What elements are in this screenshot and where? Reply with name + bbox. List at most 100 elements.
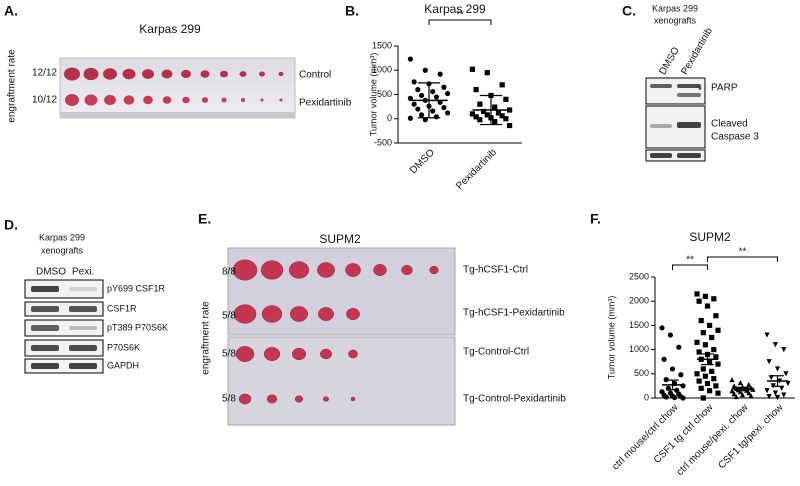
- tumor: [161, 69, 173, 79]
- point: [731, 391, 737, 397]
- y-tick-label: 2500: [629, 271, 649, 281]
- significance: **: [686, 255, 694, 266]
- point: [499, 82, 505, 88]
- point: [700, 395, 706, 401]
- y-tick-label: 1500: [372, 40, 392, 50]
- point: [768, 375, 774, 381]
- tumor: [429, 265, 439, 275]
- tumor: [260, 98, 264, 102]
- point: [672, 394, 678, 401]
- point: [678, 372, 684, 378]
- row-label: Tg-hCSF1-Ctrl: [463, 265, 528, 276]
- point: [704, 303, 711, 309]
- lane-label: DMSO: [36, 267, 66, 278]
- band: [31, 286, 59, 292]
- tumor: [104, 94, 116, 106]
- band: [31, 306, 59, 312]
- band-label: pT389 P70S6K: [107, 322, 168, 332]
- point: [433, 114, 440, 120]
- y-tick-label: 1000: [629, 344, 649, 354]
- point: [779, 385, 785, 391]
- panel-title: xenografts: [654, 15, 697, 25]
- y-label: engraftment rate: [201, 301, 212, 375]
- point: [713, 354, 719, 360]
- y-tick-label: -500: [374, 137, 392, 147]
- error-bar: [771, 375, 784, 387]
- band: [31, 345, 59, 351]
- point: [669, 366, 676, 372]
- panel-label: D.: [4, 217, 18, 233]
- tumor: [323, 396, 329, 402]
- point: [696, 298, 702, 304]
- band: [677, 153, 701, 158]
- band-label: P70S6K: [107, 342, 140, 352]
- error-bar: [479, 94, 503, 126]
- point: [484, 70, 490, 76]
- tumor: [348, 349, 358, 359]
- tumor: [350, 396, 356, 402]
- tumor: [279, 98, 283, 102]
- point: [503, 116, 509, 122]
- panel-title: Karpas 299: [139, 22, 201, 36]
- band: [69, 345, 97, 351]
- point: [694, 291, 700, 297]
- point: [477, 101, 483, 107]
- row-label: Tg-hCSF1-Pexidartinib: [463, 308, 565, 319]
- point: [700, 330, 706, 336]
- point: [445, 90, 451, 97]
- point: [667, 332, 674, 338]
- point: [746, 390, 752, 396]
- band-label: *: [698, 86, 702, 97]
- point: [473, 114, 479, 120]
- tumor: [401, 264, 413, 276]
- tumor: [233, 304, 257, 324]
- point: [781, 347, 787, 353]
- blot-box: [24, 339, 104, 357]
- point: [694, 371, 700, 377]
- point: [700, 366, 706, 372]
- band-label: Cleaved: [711, 119, 748, 130]
- y-label: engraftment rate: [7, 49, 18, 123]
- point: [764, 332, 770, 338]
- panel-title: Karpas 299: [39, 232, 85, 242]
- point: [507, 122, 513, 129]
- point: [715, 390, 721, 396]
- point: [774, 366, 781, 372]
- photo: [227, 247, 456, 336]
- point: [411, 79, 417, 85]
- band: [677, 84, 701, 88]
- band: [650, 124, 672, 128]
- tumor: [240, 98, 246, 102]
- rate: 5/8: [222, 311, 236, 322]
- tumor: [181, 69, 191, 79]
- band-label: GAPDH: [107, 360, 139, 370]
- point: [422, 67, 428, 73]
- point: [469, 111, 475, 117]
- point: [680, 383, 686, 389]
- blot-box: [24, 358, 104, 374]
- point: [711, 296, 717, 302]
- point: [733, 393, 739, 400]
- tumor: [221, 97, 227, 103]
- point: [737, 379, 743, 386]
- blot-box: [645, 149, 706, 162]
- point: [492, 104, 498, 110]
- blot-box: [24, 301, 104, 317]
- point: [729, 377, 735, 383]
- panel-label: B.: [345, 3, 359, 19]
- point: [702, 373, 708, 379]
- y-tick-label: 2000: [629, 296, 649, 306]
- chart-title: Karpas 299: [424, 2, 486, 16]
- point: [739, 392, 746, 398]
- point: [418, 112, 425, 118]
- point: [694, 339, 700, 345]
- y-tick-label: 500: [377, 89, 392, 99]
- tumor: [103, 68, 117, 80]
- point: [696, 378, 702, 384]
- row-label: Control: [299, 70, 331, 81]
- point: [680, 395, 686, 401]
- point: [704, 380, 711, 387]
- point: [473, 87, 479, 93]
- panel-label: C.: [622, 3, 636, 19]
